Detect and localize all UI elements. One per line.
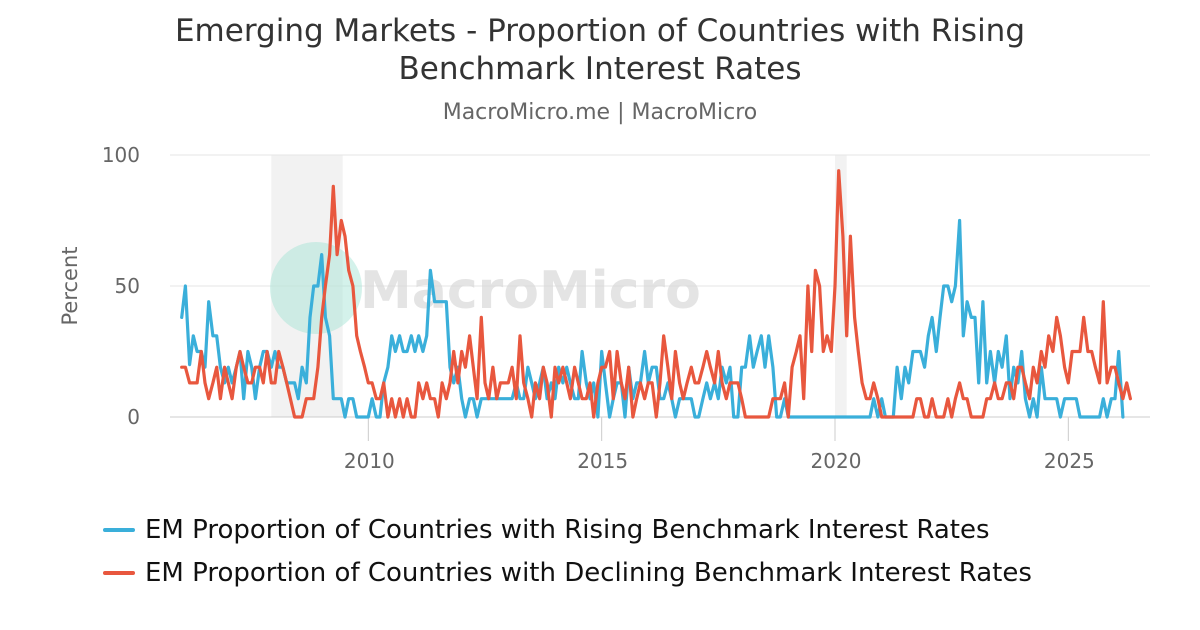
gridlines bbox=[170, 154, 1150, 418]
chart-title-line-1: Emerging Markets - Proportion of Countri… bbox=[174, 13, 1026, 49]
watermark-logo bbox=[270, 242, 362, 334]
legend-swatch-declining bbox=[103, 570, 135, 575]
series-line-rising[interactable] bbox=[180, 218, 1125, 419]
legend: EM Proportion of Countries with Rising B… bbox=[103, 508, 1032, 594]
legend-label-rising: EM Proportion of Countries with Rising B… bbox=[145, 514, 990, 545]
y-axis-label: Percent bbox=[58, 246, 82, 325]
legend-label-declining: EM Proportion of Countries with Declinin… bbox=[145, 557, 1032, 588]
watermark-text: MacroMicro bbox=[360, 261, 701, 321]
x-tick-label: 2015 bbox=[577, 449, 628, 473]
legend-swatch-rising bbox=[103, 527, 135, 532]
x-tick-label: 2010 bbox=[344, 449, 395, 473]
x-tick-label: 2025 bbox=[1044, 449, 1095, 473]
x-tick-label: 2020 bbox=[811, 449, 862, 473]
y-tick-label: 100 bbox=[102, 143, 140, 167]
y-tick-label: 0 bbox=[127, 405, 140, 429]
legend-item-rising[interactable]: EM Proportion of Countries with Rising B… bbox=[103, 508, 1032, 551]
watermark: MacroMicro bbox=[270, 242, 701, 334]
series-lines bbox=[180, 169, 1132, 419]
axes: 0 50 100 2010 2015 2020 2025 bbox=[102, 143, 1095, 473]
chart-subtitle: MacroMicro.me | MacroMicro bbox=[442, 100, 758, 125]
y-tick-label: 50 bbox=[115, 274, 140, 298]
legend-item-declining[interactable]: EM Proportion of Countries with Declinin… bbox=[103, 551, 1032, 594]
series-line-declining[interactable] bbox=[180, 169, 1132, 419]
chart-title: Emerging Markets - Proportion of Countri… bbox=[0, 12, 1200, 88]
chart-title-line-2: Benchmark Interest Rates bbox=[398, 51, 802, 87]
